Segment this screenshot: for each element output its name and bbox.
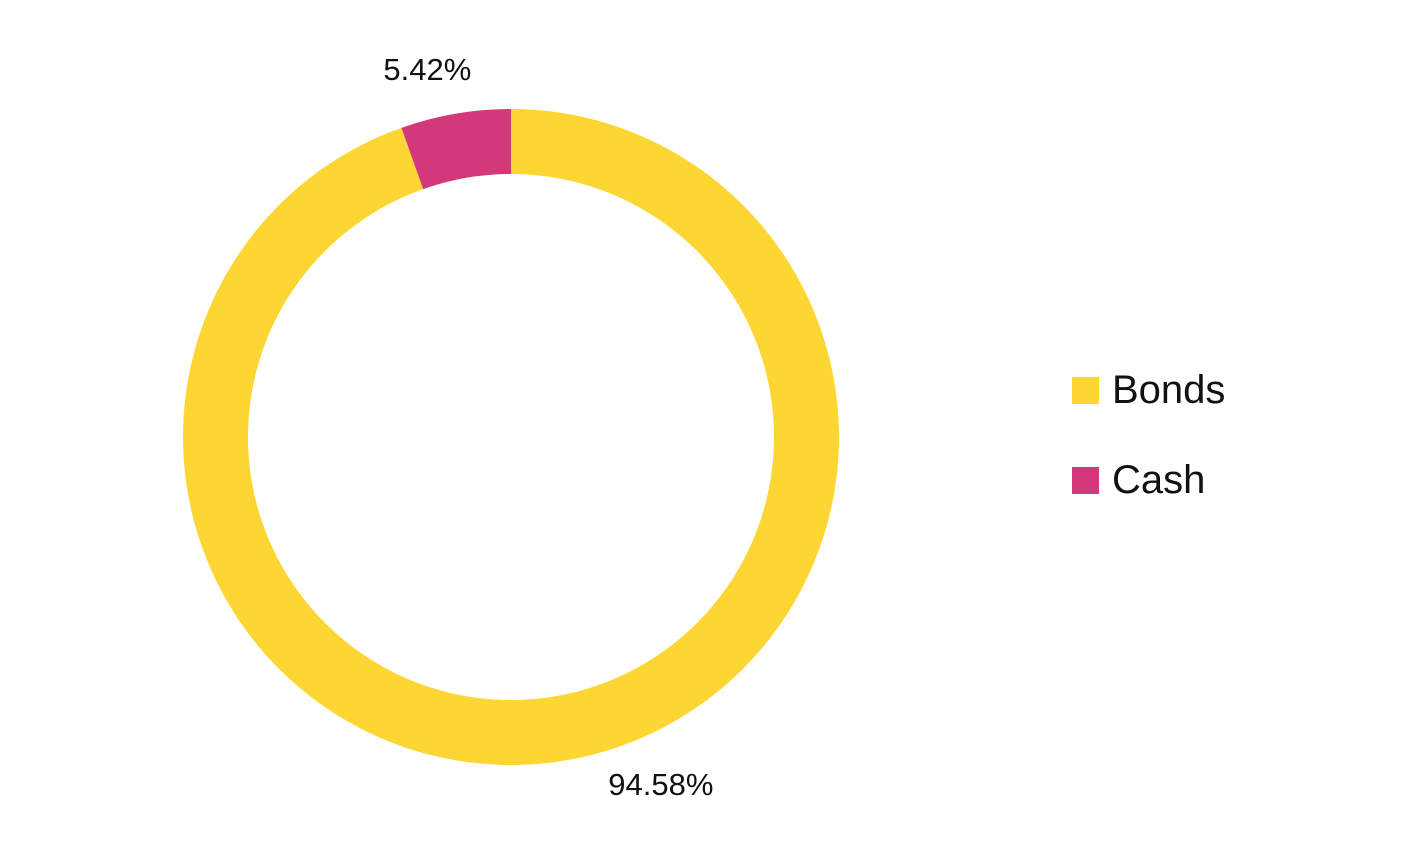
legend: Bonds Cash [1072, 364, 1225, 544]
donut-slices [183, 109, 839, 765]
donut-slice-cash [401, 109, 511, 190]
legend-swatch-cash [1072, 466, 1099, 494]
data-label-bonds: 94.58% [608, 767, 713, 802]
data-label-cash: 5.42% [383, 52, 471, 87]
legend-label-cash: Cash [1112, 458, 1206, 502]
legend-item-bonds: Bonds [1072, 364, 1225, 416]
donut-slice-bonds [183, 109, 839, 765]
legend-label-bonds: Bonds [1112, 368, 1226, 412]
donut-data-labels: 94.58% 5.42% [383, 52, 713, 802]
legend-item-cash: Cash [1072, 454, 1225, 506]
legend-swatch-bonds [1072, 376, 1099, 404]
